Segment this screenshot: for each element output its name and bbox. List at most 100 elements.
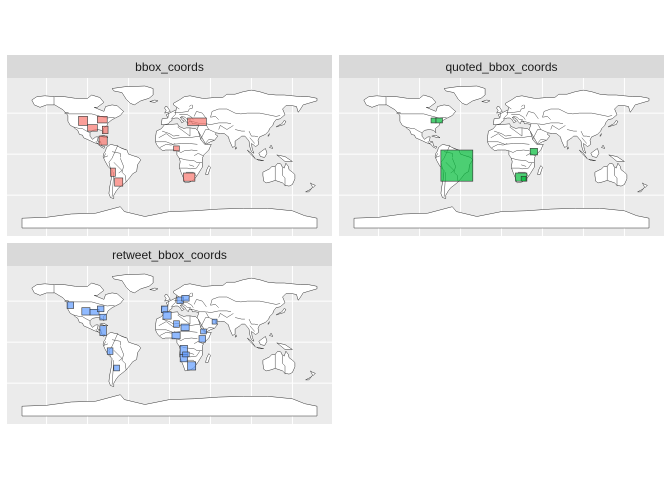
- country-border: [176, 149, 198, 153]
- country-polygon: [31, 282, 124, 337]
- country-polygon: [566, 146, 569, 150]
- country-polygon: [262, 350, 296, 375]
- country-polygon: [111, 85, 154, 106]
- country-border: [112, 151, 121, 158]
- country-polygon: [269, 332, 274, 337]
- country-polygon: [607, 120, 619, 128]
- country-polygon: [256, 346, 264, 349]
- country-polygon: [267, 321, 270, 325]
- facet-quoted-bbox-coords: quoted_bbox_coords: [339, 55, 664, 236]
- bbox-layer: [66, 295, 218, 372]
- country-border: [120, 158, 127, 183]
- country-border: [405, 126, 423, 134]
- bbox-rect: [187, 361, 197, 371]
- country-border: [248, 319, 259, 326]
- country-border: [159, 143, 176, 148]
- facet-strip-title: quoted_bbox_coords: [339, 55, 664, 78]
- country-border: [512, 116, 523, 120]
- facet-strip-title: bbox_coords: [7, 55, 332, 78]
- bbox-rect: [113, 364, 120, 372]
- bbox-rect: [200, 328, 207, 335]
- country-border: [210, 108, 281, 120]
- country-polygon: [21, 206, 318, 229]
- country-border: [491, 143, 508, 148]
- bbox-rect: [97, 305, 105, 313]
- world-map-quoted-bbox-coords: [339, 78, 664, 236]
- country-border: [189, 164, 195, 167]
- country-border: [167, 113, 169, 119]
- country-polygon: [267, 133, 270, 137]
- country-border: [218, 313, 234, 318]
- country-polygon: [164, 106, 171, 114]
- bbox-rect: [529, 148, 538, 156]
- country-border: [550, 125, 566, 130]
- bbox-rect: [162, 311, 172, 320]
- country-polygon: [275, 308, 287, 316]
- country-border: [509, 126, 523, 137]
- country-border: [179, 163, 200, 170]
- country-border: [511, 157, 535, 163]
- country-border: [162, 130, 180, 137]
- country-border: [112, 339, 121, 346]
- country-polygon: [102, 332, 142, 387]
- country-border: [487, 141, 530, 145]
- bbox-rect: [102, 125, 109, 134]
- country-polygon: [102, 144, 142, 199]
- country-border: [73, 314, 91, 322]
- country-polygon: [111, 273, 154, 294]
- bbox-layer: [78, 116, 207, 187]
- country-border: [113, 162, 123, 174]
- country-polygon: [234, 146, 237, 150]
- country-polygon: [396, 112, 401, 115]
- bbox-rect: [81, 307, 91, 316]
- country-polygon: [599, 133, 602, 137]
- country-border: [614, 175, 618, 187]
- country-border: [189, 292, 192, 295]
- country-border: [536, 139, 547, 145]
- country-border: [170, 297, 177, 307]
- country-border: [249, 137, 255, 144]
- bbox-rect: [187, 117, 207, 126]
- country-border: [189, 308, 209, 318]
- country-border: [580, 131, 591, 138]
- country-polygon: [31, 94, 124, 149]
- bbox-rect: [110, 167, 116, 177]
- country-border: [185, 171, 197, 177]
- map-panel: [7, 78, 332, 236]
- country-border: [508, 107, 512, 110]
- country-border: [193, 153, 204, 157]
- country-polygon: [269, 144, 274, 149]
- country-border: [176, 337, 198, 341]
- bbox-rect: [183, 172, 196, 182]
- country-border: [494, 130, 512, 137]
- country-border: [210, 296, 281, 308]
- country-polygon: [537, 165, 543, 175]
- country-border: [499, 113, 501, 119]
- country-border: [180, 304, 191, 308]
- country-polygon: [487, 123, 544, 184]
- country-border: [68, 301, 115, 307]
- country-border: [155, 141, 198, 145]
- country-border: [452, 147, 459, 151]
- country-polygon: [305, 187, 313, 193]
- country-polygon: [99, 322, 109, 326]
- country-border: [511, 163, 532, 170]
- country-border: [235, 317, 245, 320]
- country-polygon: [493, 89, 650, 154]
- country-border: [177, 314, 191, 325]
- bbox-layer: [430, 117, 538, 182]
- country-polygon: [262, 162, 296, 187]
- country-border: [113, 350, 123, 362]
- country-border: [249, 325, 255, 332]
- country-border: [204, 139, 215, 145]
- country-border: [506, 104, 525, 113]
- country-border: [521, 104, 524, 107]
- bbox-rect: [106, 347, 114, 355]
- world-map-bbox-coords: [7, 78, 332, 236]
- country-border: [435, 153, 441, 158]
- bbox-rect: [66, 301, 74, 309]
- country-polygon: [149, 99, 159, 103]
- country-polygon: [247, 337, 256, 348]
- country-polygon: [310, 182, 316, 189]
- country-polygon: [276, 154, 293, 162]
